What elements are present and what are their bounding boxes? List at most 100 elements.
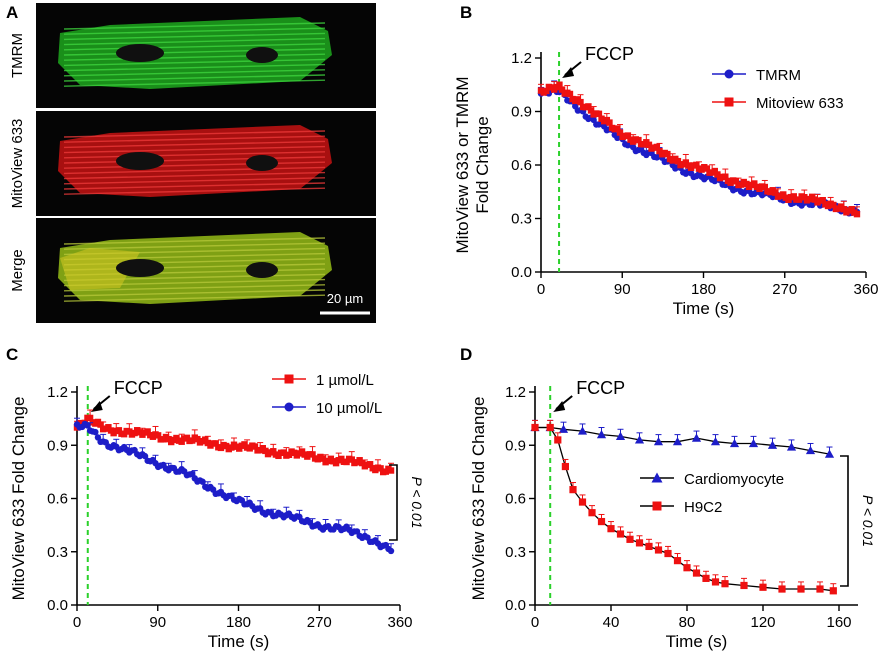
panel-label: C [6,345,18,364]
y-tick-label: 0.9 [511,104,532,121]
data-point [309,451,316,458]
x-tick-label: 0 [537,281,545,298]
data-point [178,438,185,445]
data-point [786,442,797,451]
data-point [672,437,683,446]
y-tick-label: 0.0 [47,597,68,614]
data-point [596,430,607,439]
y-axis-title: MitoView 633 or TMRM [453,77,472,254]
data-point [616,530,625,538]
striation [63,135,326,143]
data-point [673,557,682,565]
data-point [614,125,621,132]
data-point [270,448,277,455]
data-point [319,455,327,462]
significance-bracket [840,455,849,587]
data-point [751,180,758,187]
y-tick-label: 0.0 [505,597,526,614]
panel-a: A TMRM MitoView 633 Merge 20 µm [6,3,376,323]
data-point [616,129,624,136]
data-point [724,97,734,107]
data-point [202,436,209,443]
y-axis-title: MitoView 633 Fold Change [9,397,28,601]
data-point [853,210,861,218]
x-tick-label: 360 [853,281,878,298]
fccp-label: FCCP [585,44,634,64]
x-tick-label: 180 [226,614,251,631]
nucleus-hole [116,259,164,277]
green-cell-image-cell [58,17,332,89]
nucleus-hole [246,155,278,171]
fccp-arrowhead [90,401,103,412]
y-axis-title: MitoView 633 Fold Change [469,397,488,601]
legend: 1 µmol/L 10 µmol/L [272,372,382,417]
data-point [702,574,710,582]
data-point [729,438,740,448]
striation [63,171,326,180]
striation [63,289,326,297]
nucleus-hole [246,262,278,278]
striation [63,242,326,250]
data-point [194,435,201,443]
data-point [780,191,787,198]
striation [63,237,326,245]
striation [63,182,326,190]
panel-c: C 0 90 180 270 360 0.0 0.3 0.6 0.9 1.2 Time (s) Mito… [6,345,425,651]
x-tick-label: 90 [614,281,631,298]
data-point [212,440,219,447]
y-tick-label: 0.3 [47,544,68,561]
data-point [607,525,615,533]
data-point [588,509,596,517]
data-point [606,119,613,126]
y-tick-label: 0.9 [47,437,68,454]
y-tick-label: 0.0 [511,264,532,281]
data-point [554,436,562,444]
data-point [635,136,642,144]
yellow-overlap [60,248,140,290]
x-tick-label: 160 [826,614,851,631]
data-point [772,189,779,196]
striation [63,43,326,51]
data-point [86,414,94,422]
data-point [645,141,653,149]
striation [63,140,326,149]
panel-a-row-label: Merge [9,249,26,292]
legend-label: 10 µmol/L [316,400,382,417]
scale-bar-label: 20 µm [327,291,363,306]
data-point [710,437,721,446]
striation [63,48,326,56]
striation [63,58,326,67]
striation [63,22,326,30]
data-point [645,542,653,551]
data-point [740,581,748,590]
data-point [597,517,606,526]
data-point [652,501,662,511]
panel-a-row-label: TMRM [9,33,26,78]
panel-a-label: A [6,3,18,22]
data-point [830,201,837,209]
x-axis-title: Time (s) [208,632,270,651]
striation [63,177,326,185]
x-tick-label: 120 [750,614,775,631]
data-point [674,157,682,165]
data-point [767,440,778,449]
data-point [778,585,786,593]
data-point [711,167,718,175]
legend: TMRM Mitoview 633 [712,67,844,112]
panel-a-row-label: MitoView 633 [9,119,26,209]
data-point [558,424,569,433]
x-tick-label: 270 [307,614,332,631]
data-point [262,447,269,455]
striation [63,37,326,46]
series-1 [537,81,861,218]
data-point [635,539,644,547]
data-point [366,461,374,468]
significance-bracket [389,464,398,541]
data-point [693,161,700,169]
data-point [626,535,634,543]
data-point [577,426,588,435]
data-point [585,103,592,110]
data-point [377,465,384,472]
data-point [387,547,395,555]
striation [63,166,326,175]
